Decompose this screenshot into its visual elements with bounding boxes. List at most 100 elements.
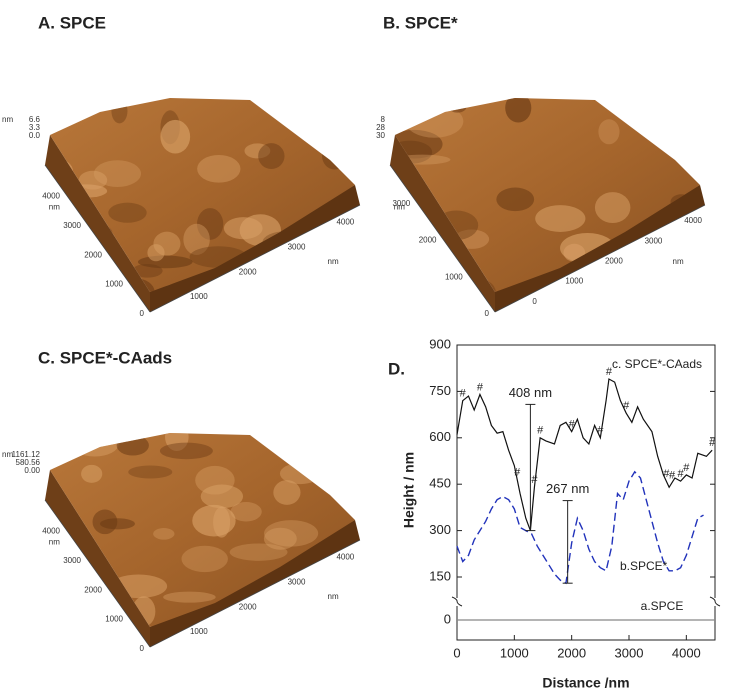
texture-blob — [81, 465, 102, 483]
texture-blob — [197, 155, 240, 183]
y-unit: nm — [49, 538, 60, 547]
texture-blob — [258, 143, 284, 169]
series-label: b.SPCE* — [620, 559, 668, 573]
x-tick-label: 0 — [453, 645, 460, 660]
y-tick-label: 3000 — [63, 556, 81, 565]
hash-mark: # — [460, 388, 467, 400]
x-tick-label: 1000 — [190, 292, 208, 301]
x-tick-label: 1000 — [565, 277, 583, 286]
texture-blob — [192, 505, 235, 537]
hash-mark: # — [531, 474, 538, 486]
y-tick-label: 1000 — [105, 280, 123, 289]
texture-blob — [108, 203, 146, 223]
annotation: 408 nm — [509, 385, 552, 400]
texture-blob — [307, 92, 363, 107]
data-line — [457, 379, 712, 531]
texture-blob — [496, 188, 534, 212]
texture-blob — [160, 120, 190, 154]
hash-mark: # — [606, 366, 613, 378]
texture-blob — [287, 289, 345, 317]
y-unit: nm — [394, 203, 405, 212]
y-tick-label: 0 — [485, 309, 490, 318]
z-tick-label: 0.0 — [29, 131, 41, 140]
y-tick-label: 2000 — [84, 585, 102, 594]
x-tick-label: 4000 — [336, 218, 354, 227]
texture-blob — [535, 205, 585, 232]
y-tick-label: 4000 — [42, 192, 60, 201]
texture-blob — [297, 267, 353, 295]
axis-break — [452, 597, 462, 606]
annotation: 267 nm — [546, 481, 589, 496]
y-tick-label: 600 — [429, 429, 451, 444]
y-unit: nm — [49, 203, 60, 212]
hash-mark: # — [623, 400, 630, 412]
texture-blob — [273, 480, 300, 505]
x-unit: nm — [328, 592, 339, 601]
y-tick-label: 750 — [429, 383, 451, 398]
z-unit: nm — [2, 450, 13, 459]
x-unit: nm — [328, 257, 339, 266]
texture-blob — [138, 256, 193, 269]
z-tick-label: 30 — [376, 131, 385, 140]
hash-mark: # — [597, 425, 604, 437]
texture-blob — [195, 466, 235, 495]
hash-mark: # — [477, 381, 484, 393]
y-tick-label: 900 — [429, 336, 451, 351]
x-tick-label: 2000 — [239, 602, 257, 611]
x-tick-label: 0 — [532, 297, 537, 306]
y-tick-label: 0 — [444, 611, 451, 626]
z-tick-label: 0.00 — [24, 466, 40, 475]
texture-blob — [449, 100, 467, 112]
texture-blob — [364, 233, 420, 247]
x-tick-label: 3000 — [645, 236, 663, 245]
texture-blob — [677, 128, 699, 143]
texture-blob — [153, 528, 174, 540]
hash-mark: # — [514, 466, 521, 478]
hash-mark: # — [537, 425, 544, 437]
texture-blob — [372, 241, 414, 268]
texture-blob — [117, 435, 149, 455]
texture-blob — [224, 217, 263, 239]
texture-blob — [418, 106, 439, 118]
x-tick-label: 3000 — [615, 645, 644, 660]
texture-blob — [396, 97, 439, 112]
x-tick-label: 2000 — [605, 257, 623, 266]
z-unit: nm — [2, 115, 13, 124]
texture-blob — [311, 107, 357, 138]
texture-blob — [633, 284, 684, 310]
y-tick-label: 4000 — [42, 527, 60, 536]
panel-title: D. — [388, 359, 405, 378]
texture-blob — [163, 592, 215, 603]
texture-blob — [406, 105, 464, 138]
hash-mark: # — [569, 419, 576, 431]
texture-blob — [307, 115, 345, 125]
texture-blob — [399, 273, 437, 303]
texture-blob — [505, 93, 531, 122]
x-unit: nm — [673, 257, 684, 266]
y-tick-label: 1000 — [445, 272, 463, 281]
x-tick-label: 2000 — [557, 645, 586, 660]
hash-mark: # — [669, 470, 676, 482]
texture-blob — [264, 520, 318, 546]
hash-mark: # — [709, 437, 716, 449]
texture-blob — [598, 119, 619, 144]
x-tick-label: 1000 — [500, 645, 529, 660]
texture-blob — [256, 272, 290, 288]
figure: A. SPCE01000200030004000nm10002000300040… — [0, 0, 743, 692]
afm-panel: A. SPCE01000200030004000nm10002000300040… — [2, 13, 363, 318]
x-tick-label: 1000 — [190, 627, 208, 636]
texture-blob — [128, 466, 172, 479]
axis-break — [710, 597, 720, 606]
panel-title: C. SPCE*-CAads — [38, 348, 172, 367]
y-tick-label: 2000 — [419, 236, 437, 245]
texture-blob — [299, 602, 345, 624]
texture-blob — [147, 244, 164, 261]
y-tick-label: 150 — [429, 568, 451, 583]
y-tick-label: 0 — [140, 309, 145, 318]
hash-mark: # — [683, 462, 690, 474]
panel-title: A. SPCE — [38, 13, 106, 32]
texture-blob — [294, 435, 323, 460]
y-tick-label: 450 — [429, 476, 451, 491]
y-tick-label: 1000 — [105, 615, 123, 624]
texture-blob — [37, 436, 67, 467]
